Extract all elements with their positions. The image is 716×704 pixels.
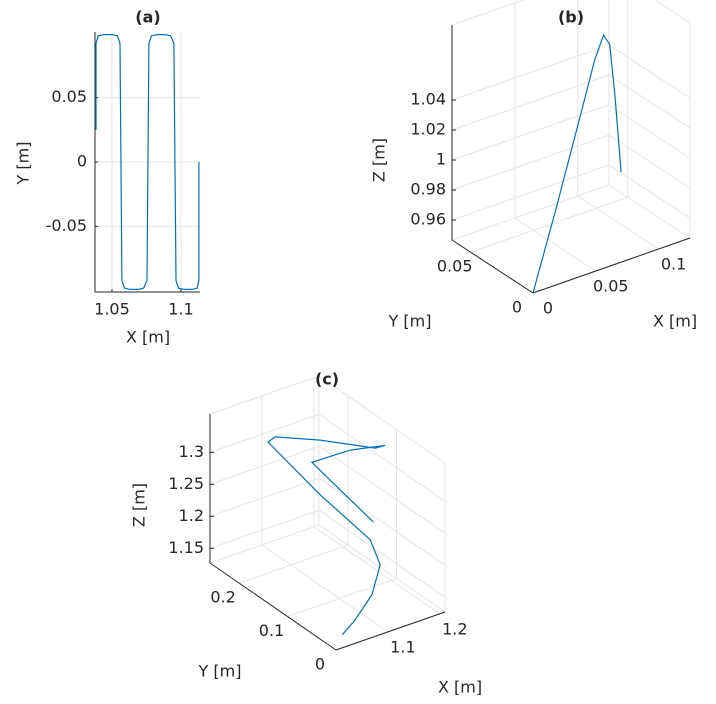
y-tick-label: 0.2 xyxy=(210,588,235,607)
x-tick-label: 0.1 xyxy=(661,255,686,274)
z-tick-label: 1 xyxy=(436,150,446,169)
pane-edge xyxy=(653,0,691,24)
grid-line xyxy=(451,134,610,191)
z-tick-label: 0.98 xyxy=(410,180,446,199)
x-axis-label: X [m] xyxy=(653,312,697,331)
grid-line xyxy=(608,164,691,219)
z-tick-label: 1.2 xyxy=(179,506,204,525)
data-line xyxy=(95,34,200,290)
grid-line xyxy=(318,477,446,566)
x-tick-label: 0.05 xyxy=(593,277,629,296)
grid-line xyxy=(209,445,320,485)
pane-edge xyxy=(318,375,446,464)
pane-edge xyxy=(451,184,610,241)
grid-line xyxy=(209,477,320,517)
chart-title: (b) xyxy=(558,8,584,27)
grid-line xyxy=(451,44,610,101)
x-tick-label: 1.1 xyxy=(390,637,415,656)
grid-line xyxy=(209,413,320,453)
y-tick-label: 0 xyxy=(512,298,522,317)
data-line xyxy=(532,33,622,294)
y-tick-label: 0 xyxy=(315,655,325,674)
z-tick-label: 1.25 xyxy=(168,474,204,493)
grid-line xyxy=(608,44,691,99)
grid-line xyxy=(608,74,691,129)
z-tick-label: 1.04 xyxy=(410,90,446,109)
x-tick-label: 1.05 xyxy=(94,300,130,319)
grid-line xyxy=(451,74,610,131)
axis-line xyxy=(94,32,200,293)
grid-line xyxy=(318,509,446,598)
y-tick-label: 0.05 xyxy=(51,87,87,106)
z-tick-label: 1.02 xyxy=(410,120,446,139)
grid-line xyxy=(209,509,320,549)
pane-edge xyxy=(209,524,320,564)
grid-line xyxy=(238,544,349,584)
y-axis-label: Y [m] xyxy=(198,662,242,681)
x-axis-label: X [m] xyxy=(126,328,170,347)
y-axis-label: Y [m] xyxy=(388,312,432,331)
grid-line xyxy=(287,578,397,618)
grid-line xyxy=(577,195,659,250)
grid-line xyxy=(451,104,610,161)
pane-edge xyxy=(209,375,320,415)
chart-title: (a) xyxy=(135,8,160,27)
z-axis-label: Z [m] xyxy=(370,138,389,182)
y-tick-label: -0.05 xyxy=(46,216,87,235)
pane-edge xyxy=(451,0,525,26)
y-axis-line xyxy=(451,239,534,294)
grid-line xyxy=(514,217,597,272)
pane-edge xyxy=(318,524,446,613)
x-tick-label: 1.2 xyxy=(442,619,467,638)
y-tick-label: 0 xyxy=(77,152,87,171)
grid-line xyxy=(608,134,691,189)
x-axis-label: X [m] xyxy=(438,678,482,697)
x-axis-line xyxy=(532,237,691,294)
z-tick-label: 1.3 xyxy=(179,442,204,461)
x-tick-label: 1.1 xyxy=(168,300,193,319)
x-axis-line xyxy=(335,611,446,651)
data-line xyxy=(267,436,386,636)
z-tick-label: 0.96 xyxy=(410,210,446,229)
grid-line xyxy=(470,196,628,253)
y-tick-label: 0.05 xyxy=(437,257,473,276)
x-tick-label: 0 xyxy=(543,299,553,318)
y-axis-label: Y [m] xyxy=(14,142,33,186)
z-tick-label: 1.15 xyxy=(168,538,204,557)
grid-line xyxy=(318,445,446,534)
pane-edge xyxy=(608,184,691,239)
z-axis-label: Z [m] xyxy=(130,483,149,527)
grid-line xyxy=(261,544,389,633)
y-tick-label: 0.1 xyxy=(259,621,284,640)
y-axis-line xyxy=(209,562,337,651)
chart-title: (c) xyxy=(315,370,339,389)
grid-line xyxy=(313,526,441,615)
grid-line xyxy=(608,104,691,159)
grid-line xyxy=(318,413,446,502)
grid-line xyxy=(451,164,610,221)
